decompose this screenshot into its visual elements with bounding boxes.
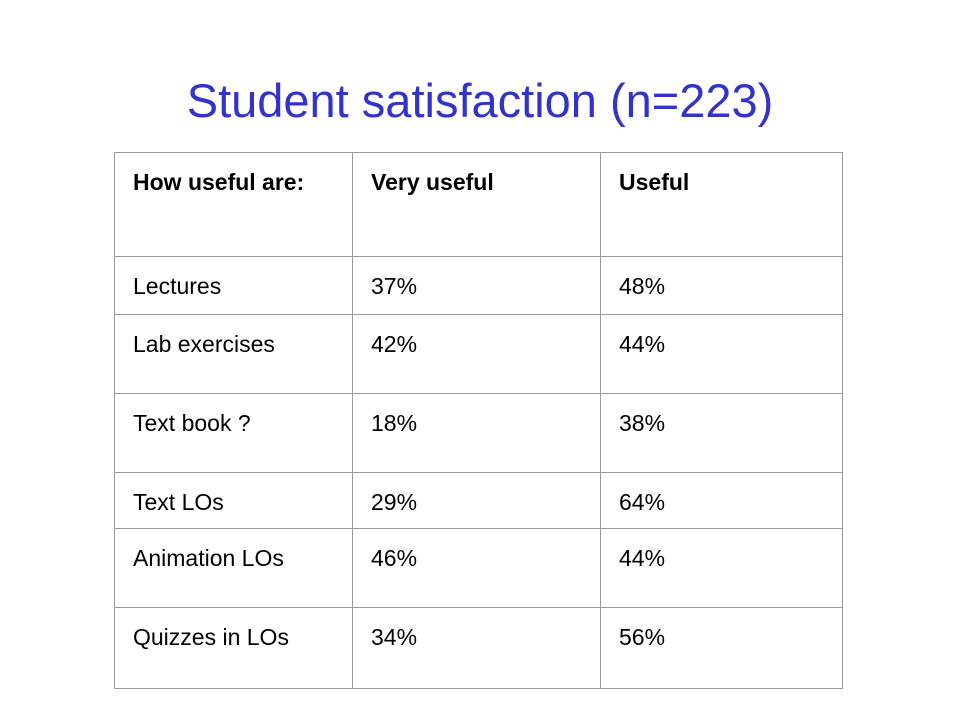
row-label: Text LOs <box>114 472 353 529</box>
header-cell-item: How useful are: <box>114 152 353 257</box>
table-row: Animation LOs 46% 44% <box>114 528 843 608</box>
satisfaction-table: How useful are: Very useful Useful Lectu… <box>114 152 843 689</box>
table-row: Text book ? 18% 38% <box>114 393 843 473</box>
very-useful-value: 29% <box>352 472 601 529</box>
very-useful-value: 42% <box>352 314 601 394</box>
table-header-row: How useful are: Very useful Useful <box>114 152 843 257</box>
very-useful-value: 34% <box>352 607 601 689</box>
useful-value: 44% <box>600 528 843 608</box>
table-row: Lab exercises 42% 44% <box>114 314 843 394</box>
useful-value: 38% <box>600 393 843 473</box>
table-row: Text LOs 29% 64% <box>114 472 843 529</box>
row-label: Text book ? <box>114 393 353 473</box>
row-label: Lab exercises <box>114 314 353 394</box>
useful-value: 64% <box>600 472 843 529</box>
header-cell-very-useful: Very useful <box>352 152 601 257</box>
useful-value: 48% <box>600 256 843 315</box>
slide-title: Student satisfaction (n=223) <box>186 74 774 127</box>
header-cell-useful: Useful <box>600 152 843 257</box>
useful-value: 56% <box>600 607 843 689</box>
row-label: Lectures <box>114 256 353 315</box>
table-row: Quizzes in LOs 34% 56% <box>114 607 843 689</box>
useful-value: 44% <box>600 314 843 394</box>
very-useful-value: 46% <box>352 528 601 608</box>
very-useful-value: 37% <box>352 256 601 315</box>
very-useful-value: 18% <box>352 393 601 473</box>
row-label: Animation LOs <box>114 528 353 608</box>
table-row: Lectures 37% 48% <box>114 256 843 315</box>
row-label: Quizzes in LOs <box>114 607 353 689</box>
